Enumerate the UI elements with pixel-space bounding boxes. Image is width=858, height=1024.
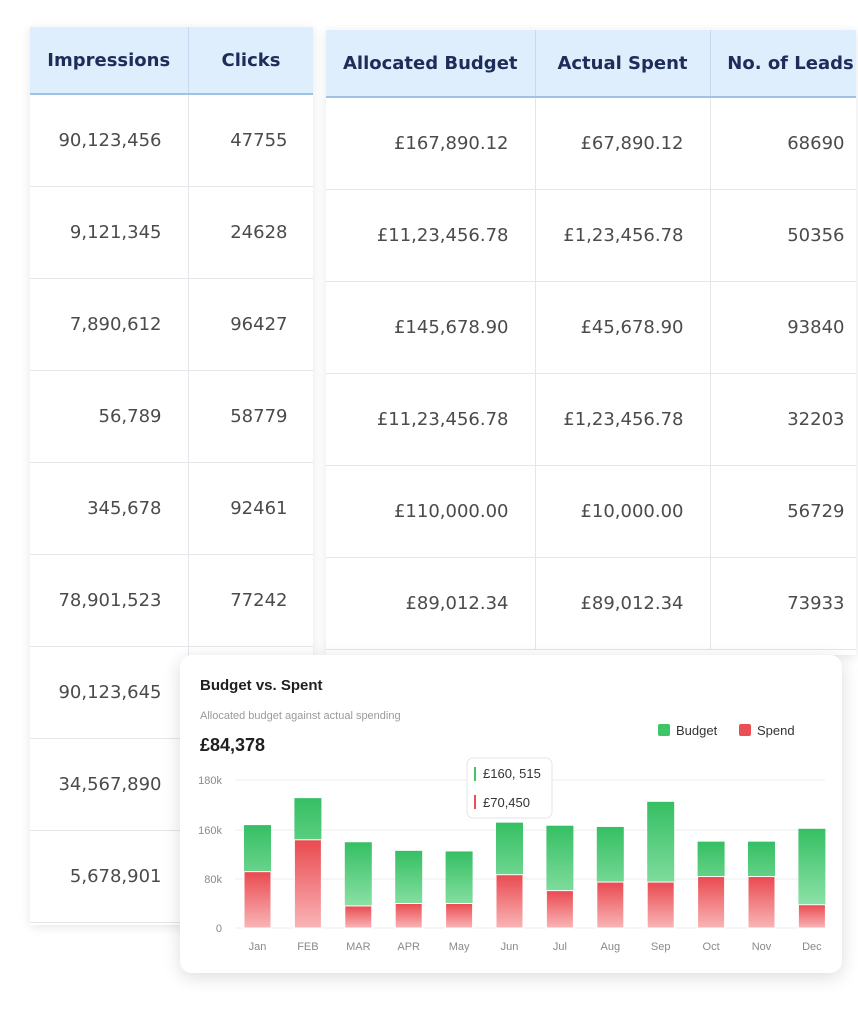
x-tick-label: Nov — [752, 941, 772, 953]
bar-spend[interactable] — [596, 881, 625, 929]
bar-spend[interactable] — [293, 839, 322, 929]
column-header: Allocated Budget — [326, 30, 536, 98]
table-cell: £11,23,456.78 — [326, 189, 536, 282]
x-tick-label: Jun — [501, 941, 519, 953]
table-cell: £167,890.12 — [326, 97, 536, 190]
table-row: 9,121,345 24628 — [30, 186, 313, 279]
x-tick-label: Dec — [802, 941, 822, 953]
table-cell: 47755 — [188, 94, 313, 187]
budget-leads-table: Allocated Budget Actual Spent No. of Leads… — [326, 30, 856, 655]
table-cell: 7,890,612 — [30, 278, 189, 371]
table-cell: 56,789 — [30, 370, 189, 463]
table-cell: 32203 — [710, 373, 856, 466]
legend-swatch-spend — [739, 724, 751, 736]
tooltip-budget-value: £160, 515 — [483, 766, 541, 781]
bar-spend[interactable] — [445, 903, 474, 929]
table-cell: £45,678.90 — [535, 281, 711, 374]
table-cell: 345,678 — [30, 462, 189, 555]
table-cell: 90,123,645 — [30, 646, 189, 739]
bar-spend[interactable] — [495, 874, 524, 929]
table-cell: 78,901,523 — [30, 554, 189, 647]
x-tick-label: FEB — [297, 941, 318, 953]
x-tick-label: Sep — [651, 941, 671, 953]
impressions-clicks-table: Impressions Clicks 90,123,456 47755 9,121,3… — [30, 27, 313, 925]
table-cell: £11,23,456.78 — [326, 373, 536, 466]
bar-spend[interactable] — [545, 890, 574, 929]
table-row: 78,901,523 77242 — [30, 554, 313, 647]
table-row: 90,123,456 47755 — [30, 94, 313, 187]
table-cell: £89,012.34 — [535, 557, 711, 650]
bar-spend[interactable] — [394, 903, 423, 929]
tooltip-spend-value: £70,450 — [483, 795, 530, 810]
table-cell: 96427 — [188, 278, 313, 371]
chart-subtitle: Allocated budget against actual spending — [200, 710, 401, 722]
chart-tooltip: £160, 515 £70,450 — [466, 757, 553, 819]
table-cell: 77242 — [188, 554, 313, 647]
chart-total-value: £84,378 — [200, 735, 265, 755]
bar-spend[interactable] — [697, 876, 726, 929]
table-row: £167,890.12 £67,890.12 68690 — [326, 97, 856, 190]
table-header-row: Allocated Budget Actual Spent No. of Leads — [326, 30, 856, 98]
legend-label-spend: Spend — [757, 723, 795, 738]
y-tick-label: 180k — [198, 775, 222, 787]
table-cell: 68690 — [710, 97, 856, 190]
table-cell: £89,012.34 — [326, 557, 536, 650]
table-cell: 5,678,901 — [30, 830, 189, 923]
table-row: £11,23,456.78 £1,23,456.78 32203 — [326, 373, 856, 466]
table-row: 345,678 92461 — [30, 462, 313, 555]
table-cell: £1,23,456.78 — [535, 189, 711, 282]
y-tick-label: 80k — [204, 874, 222, 886]
bar-spend[interactable] — [243, 871, 272, 929]
bar-spend[interactable] — [797, 904, 826, 929]
table-cell: 9,121,345 — [30, 186, 189, 279]
table-cell: 50356 — [710, 189, 856, 282]
table-cell: £145,678.90 — [326, 281, 536, 374]
table-cell: 73933 — [710, 557, 856, 650]
x-tick-label: MAR — [346, 941, 371, 953]
table-row: 7,890,612 96427 — [30, 278, 313, 371]
table-cell: £10,000.00 — [535, 465, 711, 558]
table-row: £11,23,456.78 £1,23,456.78 50356 — [326, 189, 856, 282]
table-cell: 56729 — [710, 465, 856, 558]
column-header: Actual Spent — [535, 30, 711, 98]
table-cell: 24628 — [188, 186, 313, 279]
table-row: £110,000.00 £10,000.00 56729 — [326, 465, 856, 558]
x-tick-label: Jul — [553, 941, 567, 953]
table-cell: £110,000.00 — [326, 465, 536, 558]
table-cell: 92461 — [188, 462, 313, 555]
chart-legend: Budget Spend — [658, 723, 795, 738]
bar-spend[interactable] — [747, 876, 776, 929]
tooltip-budget-marker — [474, 767, 476, 781]
table-cell: £67,890.12 — [535, 97, 711, 190]
table-row: 56,789 58779 — [30, 370, 313, 463]
chart-title: Budget vs. Spent — [200, 677, 323, 694]
table-cell: 93840 — [710, 281, 856, 374]
table-row: £89,012.34 £89,012.34 73933 — [326, 557, 856, 650]
bar-spend[interactable] — [646, 881, 675, 929]
column-header: Clicks — [188, 27, 313, 95]
y-tick-label: 0 — [216, 923, 222, 935]
legend-label-budget: Budget — [676, 723, 718, 738]
tooltip-spend-marker — [474, 795, 476, 809]
column-header: No. of Leads — [710, 30, 856, 98]
budget-vs-spent-card: Budget vs. Spent Allocated budget agains… — [180, 655, 842, 973]
y-tick-label: 160k — [198, 825, 222, 837]
x-tick-label: May — [449, 941, 470, 953]
x-tick-label: APR — [397, 941, 420, 953]
x-tick-label: Aug — [601, 941, 621, 953]
table-cell: 34,567,890 — [30, 738, 189, 831]
bar-spend[interactable] — [344, 905, 373, 929]
x-tick-label: Jan — [249, 941, 267, 953]
table-cell: £1,23,456.78 — [535, 373, 711, 466]
column-header: Impressions — [30, 27, 189, 95]
table-cell: 58779 — [188, 370, 313, 463]
x-tick-label: Oct — [703, 941, 720, 953]
budget-vs-spent-chart: Budget vs. Spent Allocated budget agains… — [198, 677, 826, 953]
legend-swatch-budget — [658, 724, 670, 736]
table-row: £145,678.90 £45,678.90 93840 — [326, 281, 856, 374]
table-header-row: Impressions Clicks — [30, 27, 313, 95]
table-cell: 90,123,456 — [30, 94, 189, 187]
